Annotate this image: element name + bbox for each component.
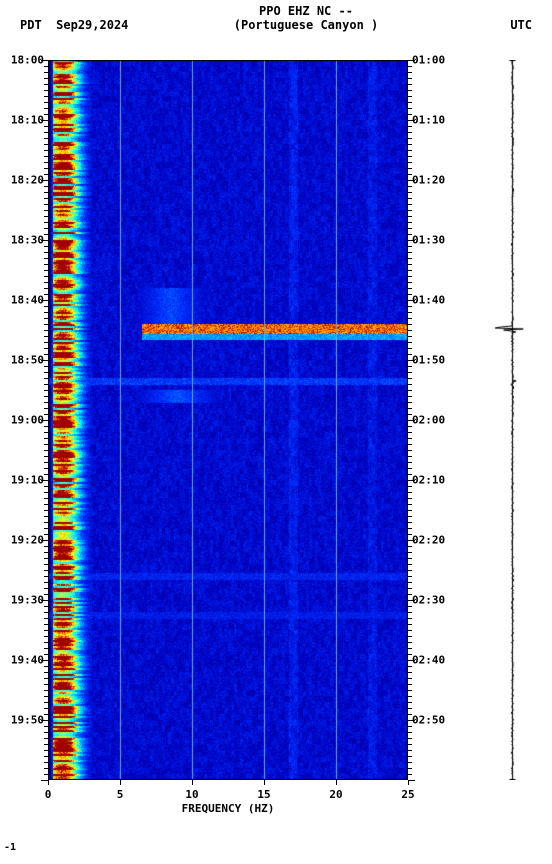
y-right-tick-label: 02:10 [412, 474, 445, 487]
y-left-tick-label: 18:30 [11, 234, 44, 247]
x-tick-label: 5 [117, 788, 124, 801]
y-axis-right: 01:0001:1001:2001:3001:4001:5002:0002:10… [408, 60, 456, 780]
y-right-tick-label: 02:30 [412, 594, 445, 607]
y-right-tick-label: 01:30 [412, 234, 445, 247]
y-axis-left: 18:0018:1018:2018:3018:4018:5019:0019:10… [0, 60, 48, 780]
y-left-tick-label: 18:20 [11, 174, 44, 187]
y-right-tick-label: 02:40 [412, 654, 445, 667]
y-left-tick-label: 19:00 [11, 414, 44, 427]
y-left-tick-label: 18:10 [11, 114, 44, 127]
footer-mark: -1 [4, 842, 16, 853]
spectrogram-plot [48, 60, 408, 780]
header: PPO EHZ NC -- PDT Sep29,2024 (Portuguese… [0, 4, 552, 32]
date: Sep29,2024 [56, 18, 128, 32]
x-tick-label: 0 [45, 788, 52, 801]
y-left-tick-label: 19:30 [11, 594, 44, 607]
y-right-tick-label: 01:20 [412, 174, 445, 187]
right-tz: UTC [472, 18, 532, 32]
x-tick-label: 25 [401, 788, 414, 801]
y-left-tick-label: 19:20 [11, 534, 44, 547]
y-right-tick-label: 01:40 [412, 294, 445, 307]
y-right-tick-label: 01:00 [412, 54, 445, 67]
spectrogram-canvas [48, 60, 408, 780]
y-right-tick-label: 02:50 [412, 714, 445, 727]
x-axis-label: FREQUENCY (HZ) [48, 802, 408, 815]
station-name: (Portuguese Canyon ) [140, 18, 472, 32]
y-left-tick-label: 19:10 [11, 474, 44, 487]
y-left-tick-label: 18:50 [11, 354, 44, 367]
x-axis: FREQUENCY (HZ) 0510152025 [48, 780, 408, 820]
x-tick-label: 20 [329, 788, 342, 801]
y-right-tick-label: 02:00 [412, 414, 445, 427]
y-right-tick-label: 01:10 [412, 114, 445, 127]
y-left-tick-label: 19:40 [11, 654, 44, 667]
y-left-tick-label: 18:40 [11, 294, 44, 307]
y-left-tick-label: 18:00 [11, 54, 44, 67]
x-tick-label: 15 [257, 788, 270, 801]
waveform-canvas [485, 60, 540, 780]
waveform-plot [485, 60, 540, 780]
y-left-tick-label: 19:50 [11, 714, 44, 727]
x-tick-label: 10 [185, 788, 198, 801]
station-code: PPO EHZ NC -- [140, 4, 472, 18]
left-tz: PDT [20, 18, 42, 32]
y-right-tick-label: 01:50 [412, 354, 445, 367]
y-right-tick-label: 02:20 [412, 534, 445, 547]
